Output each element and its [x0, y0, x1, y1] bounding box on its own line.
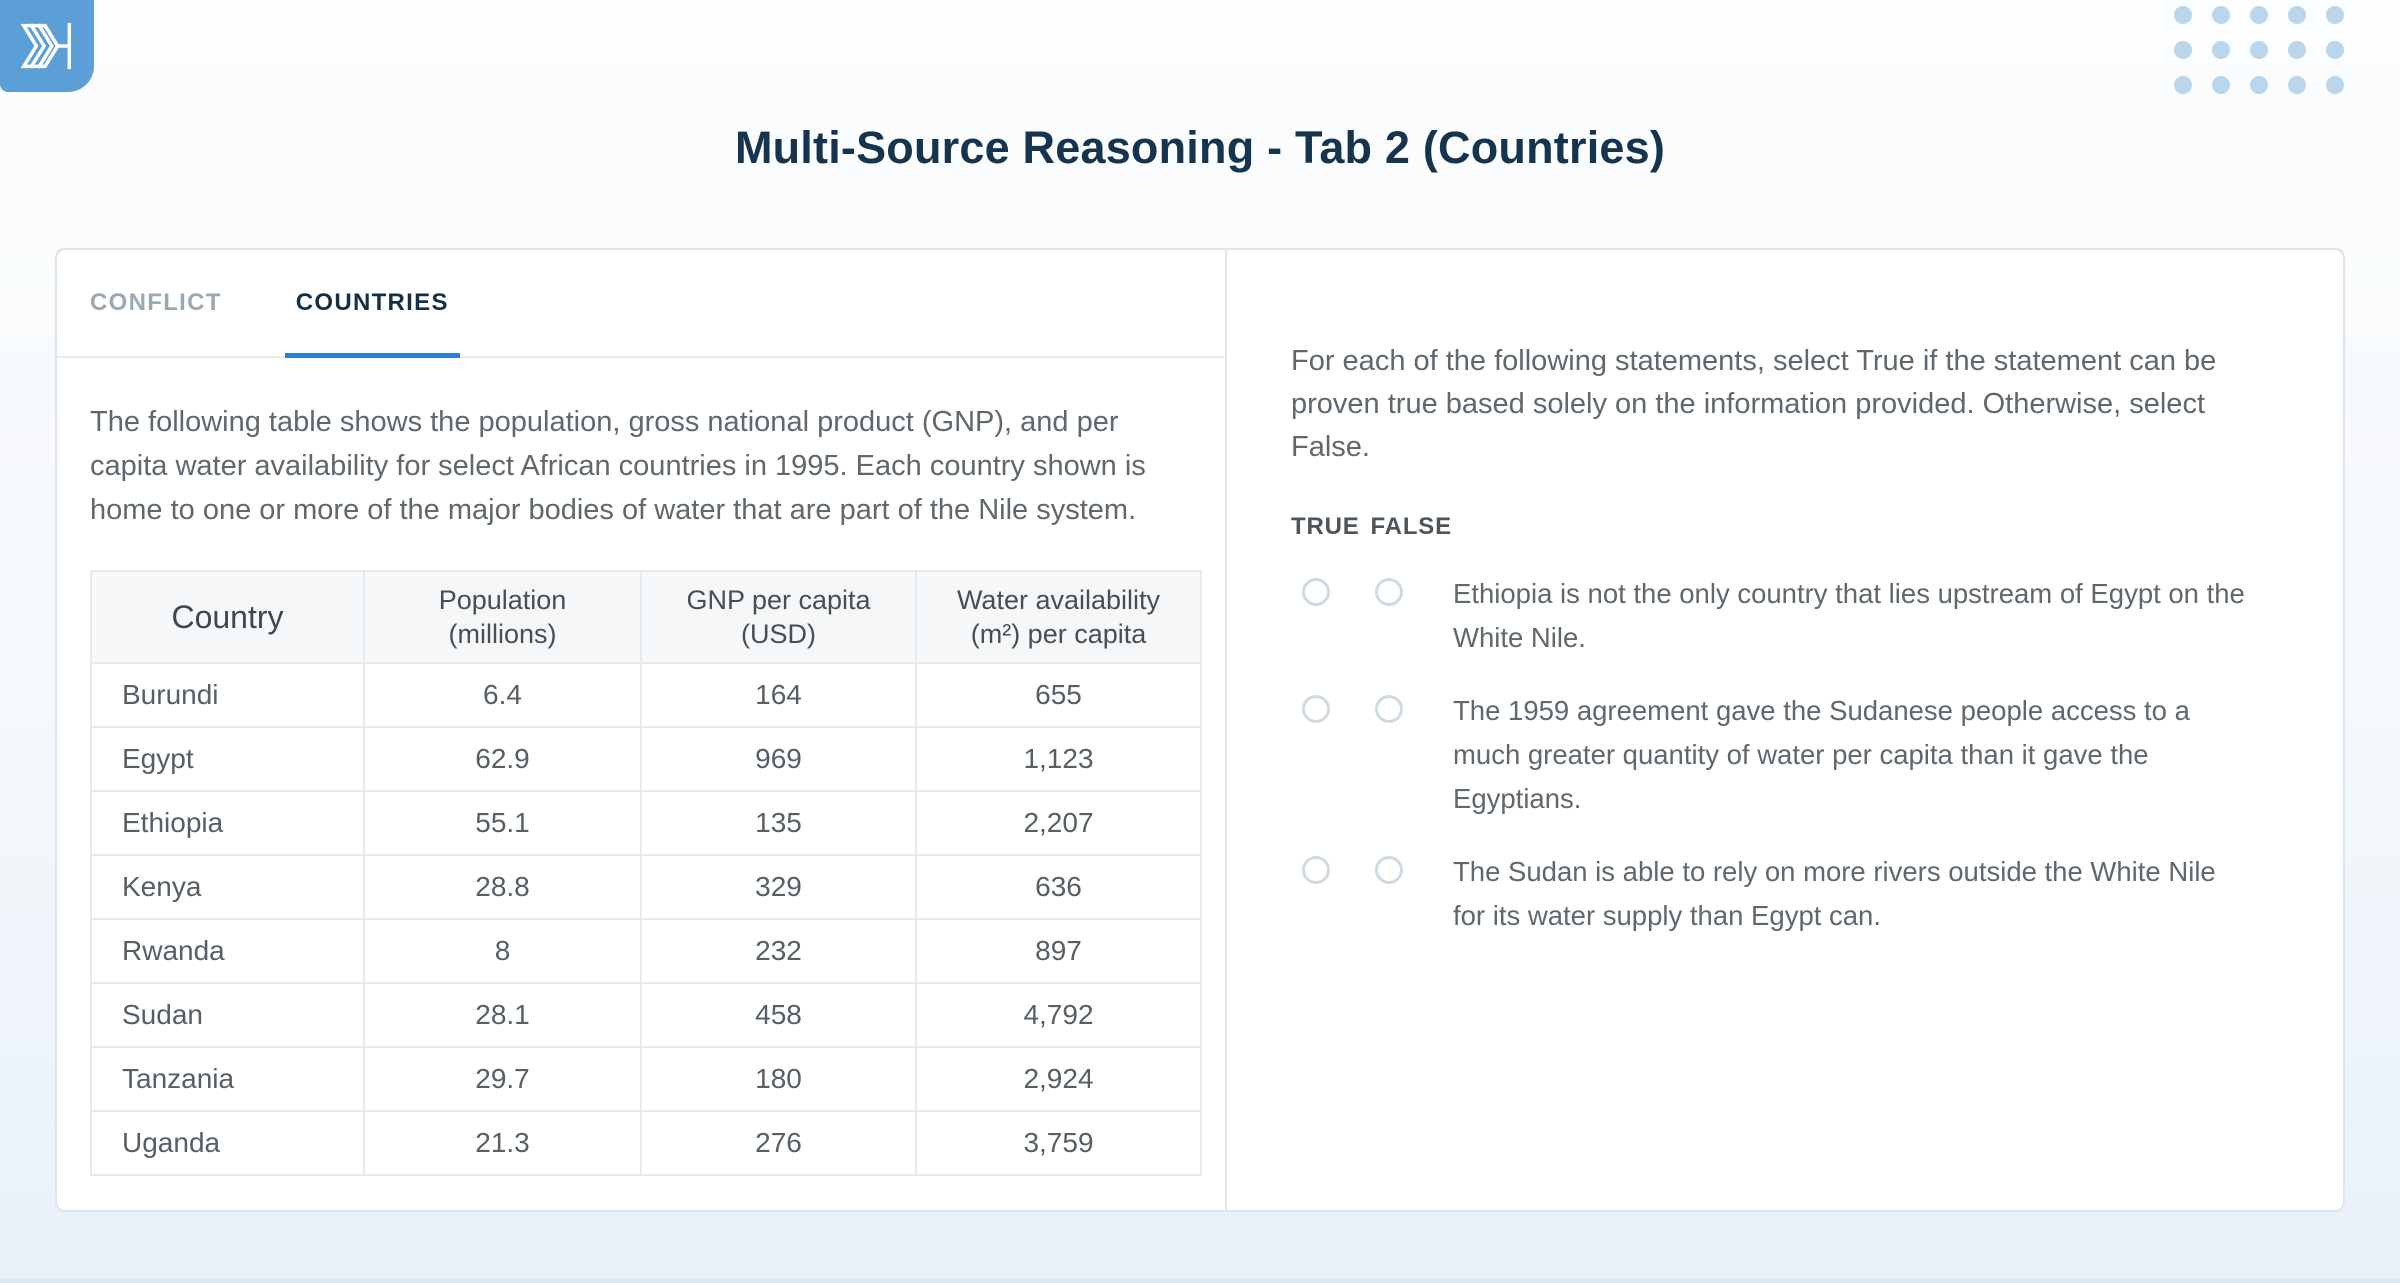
cell-country: Uganda	[90, 1110, 365, 1176]
dots-pattern	[2174, 6, 2344, 94]
statement-1-true-radio[interactable]	[1302, 578, 1330, 606]
statement-row-2: The 1959 agreement gave the Sudanese peo…	[1291, 689, 2283, 821]
cell-country: Tanzania	[90, 1046, 365, 1112]
cell-gnp: 164	[640, 662, 917, 728]
statement-2-false-radio[interactable]	[1375, 695, 1403, 723]
app-logo[interactable]	[0, 0, 94, 92]
cell-country: Sudan	[90, 982, 365, 1048]
statement-1-false-radio[interactable]	[1375, 578, 1403, 606]
table-row: Tanzania 29.7 180 2,924	[90, 1046, 1202, 1112]
table-row: Uganda 21.3 276 3,759	[90, 1110, 1202, 1176]
table-row: Egypt 62.9 969 1,123	[90, 726, 1202, 792]
cell-water: 897	[915, 918, 1202, 984]
cell-population: 28.1	[363, 982, 642, 1048]
cell-water: 636	[915, 854, 1202, 920]
true-column-label: TRUE	[1291, 513, 1360, 540]
cell-gnp: 135	[640, 790, 917, 856]
tab-countries[interactable]: COUNTRIES	[284, 250, 460, 358]
cell-gnp: 329	[640, 854, 917, 920]
statement-2-true-radio[interactable]	[1302, 695, 1330, 723]
cell-country: Rwanda	[90, 918, 365, 984]
cell-water: 2,207	[915, 790, 1202, 856]
statement-row-1: Ethiopia is not the only country that li…	[1291, 572, 2283, 660]
table-row: Rwanda 8 232 897	[90, 918, 1202, 984]
statement-3-false-radio[interactable]	[1375, 856, 1403, 884]
source-intro-text: The following table shows the population…	[90, 406, 1146, 526]
table-header-row: Country Population (millions) GNP per ca…	[90, 570, 1202, 664]
statement-1-text: Ethiopia is not the only country that li…	[1453, 578, 2245, 653]
cell-country: Burundi	[90, 662, 365, 728]
column-header-gnp: GNP per capita (USD)	[640, 570, 917, 664]
cell-water: 2,924	[915, 1046, 1202, 1112]
cell-country: Egypt	[90, 726, 365, 792]
statement-3-true-radio[interactable]	[1302, 856, 1330, 884]
cell-population: 6.4	[363, 662, 642, 728]
cell-country: Ethiopia	[90, 790, 365, 856]
table-row: Burundi 6.4 164 655	[90, 662, 1202, 728]
cell-gnp: 180	[640, 1046, 917, 1112]
true-false-header: TRUE FALSE	[1291, 513, 2283, 541]
cell-population: 62.9	[363, 726, 642, 792]
cell-water: 3,759	[915, 1110, 1202, 1176]
cell-country: Kenya	[90, 854, 365, 920]
cell-population: 8	[363, 918, 642, 984]
cell-population: 55.1	[363, 790, 642, 856]
cell-population: 21.3	[363, 1110, 642, 1176]
cell-water: 4,792	[915, 982, 1202, 1048]
countries-data-table: Country Population (millions) GNP per ca…	[90, 570, 1202, 1176]
statement-3-text: The Sudan is able to rely on more rivers…	[1453, 856, 2216, 931]
question-panel: For each of the following statements, se…	[1227, 250, 2343, 1210]
cell-population: 28.8	[363, 854, 642, 920]
statement-row-3: The Sudan is able to rely on more rivers…	[1291, 850, 2283, 938]
table-row: Sudan 28.1 458 4,792	[90, 982, 1202, 1048]
source-panel: CONFLICT COUNTRIES The following table s…	[57, 250, 1227, 1210]
arrow-fletching-icon	[20, 22, 72, 70]
table-row: Ethiopia 55.1 135 2,207	[90, 790, 1202, 856]
question-card: CONFLICT COUNTRIES The following table s…	[55, 248, 2345, 1212]
cell-gnp: 458	[640, 982, 917, 1048]
column-header-population: Population (millions)	[363, 570, 642, 664]
false-column-label: FALSE	[1370, 513, 1452, 540]
cell-water: 655	[915, 662, 1202, 728]
question-instructions: For each of the following statements, se…	[1291, 345, 2217, 463]
tab-bar: CONFLICT COUNTRIES	[57, 250, 1225, 358]
cell-population: 29.7	[363, 1046, 642, 1112]
table-row: Kenya 28.8 329 636	[90, 854, 1202, 920]
statement-2-text: The 1959 agreement gave the Sudanese peo…	[1453, 695, 2190, 814]
cell-gnp: 276	[640, 1110, 917, 1176]
column-header-water: Water availability (m²) per capita	[915, 570, 1202, 664]
page-bottom-edge	[0, 1279, 2400, 1283]
cell-gnp: 232	[640, 918, 917, 984]
cell-water: 1,123	[915, 726, 1202, 792]
tab-conflict[interactable]: CONFLICT	[90, 289, 222, 316]
cell-gnp: 969	[640, 726, 917, 792]
page-title: Multi-Source Reasoning - Tab 2 (Countrie…	[734, 122, 1666, 173]
column-header-country: Country	[90, 570, 365, 664]
